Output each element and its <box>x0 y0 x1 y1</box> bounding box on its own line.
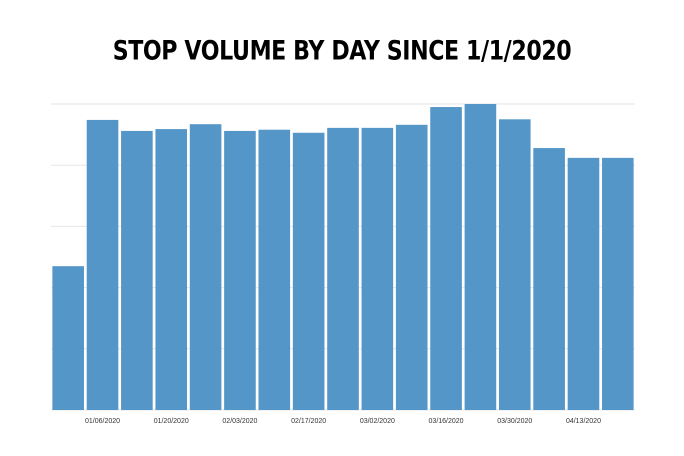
x-tick-label: 03/16/2020 <box>429 418 464 425</box>
bar <box>430 107 462 410</box>
x-tick-label: 01/06/2020 <box>85 418 120 425</box>
x-tick-label: 01/20/2020 <box>154 418 189 425</box>
bar <box>567 157 600 410</box>
chart-title: STOP VOLUME BY DAY SINCE 1/1/2020 <box>113 35 572 67</box>
bar <box>189 124 222 411</box>
bar <box>602 157 634 410</box>
x-tick-label: 03/30/2020 <box>497 418 532 425</box>
bar <box>52 266 84 410</box>
bar <box>121 130 153 411</box>
bar <box>292 132 325 410</box>
bar <box>86 119 119 411</box>
bar <box>361 127 394 411</box>
bar <box>395 124 428 411</box>
bar <box>155 129 188 411</box>
x-tick-label: 03/02/2020 <box>360 418 395 425</box>
bar <box>464 104 497 410</box>
x-tick-label: 02/03/2020 <box>222 418 257 425</box>
bar <box>498 119 531 411</box>
bar <box>224 130 256 411</box>
x-tick-label: 04/13/2020 <box>566 418 601 425</box>
bar <box>533 148 565 410</box>
bar <box>327 127 359 411</box>
x-tick-label: 02/17/2020 <box>291 418 326 425</box>
bar <box>258 129 291 411</box>
